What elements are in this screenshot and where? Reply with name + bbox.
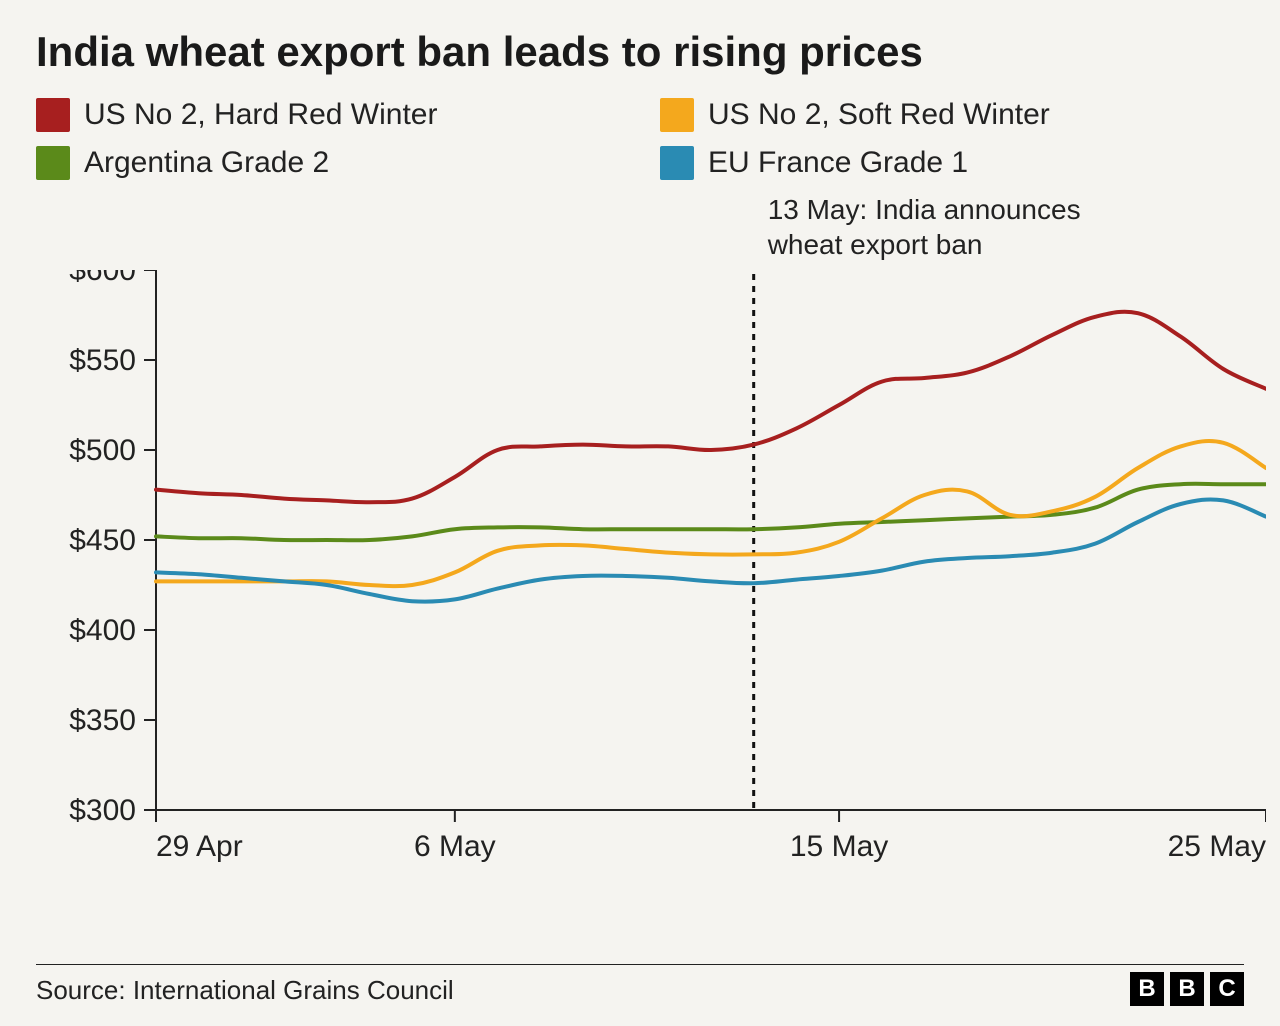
series-eu_france [156,500,1266,602]
legend-label: EU France Grade 1 [708,146,968,180]
annotation-line2: wheat export ban [768,229,983,260]
legend-label: US No 2, Soft Red Winter [708,98,1050,132]
legend-label: Argentina Grade 2 [84,146,329,180]
line-chart: $300 $350 $400 $450 $500 $550 $600 29 Apr 6 May 1… [36,270,1266,890]
svg-text:15 May: 15 May [790,830,888,863]
bbc-block: B [1130,972,1164,1006]
bbc-block: B [1170,972,1204,1006]
legend-swatch [36,98,70,132]
svg-text:$550: $550 [69,344,136,377]
svg-text:$350: $350 [69,704,136,737]
annotation-line1: 13 May: India announces [768,194,1081,225]
legend: US No 2, Hard Red Winter US No 2, Soft R… [36,98,1244,180]
legend-label: US No 2, Hard Red Winter [84,98,437,132]
chart-area: 13 May: India announces wheat export ban… [36,270,1244,895]
legend-item: US No 2, Hard Red Winter [36,98,620,132]
svg-text:6 May: 6 May [414,830,496,863]
svg-text:$400: $400 [69,614,136,647]
source-text: Source: International Grains Council [36,975,454,1005]
legend-item: Argentina Grade 2 [36,146,620,180]
legend-item: EU France Grade 1 [660,146,1244,180]
svg-text:$450: $450 [69,524,136,557]
svg-text:$500: $500 [69,434,136,467]
bbc-block: C [1210,972,1244,1006]
svg-text:$600: $600 [69,270,136,287]
chart-title: India wheat export ban leads to rising p… [36,28,1244,76]
svg-text:25 May: 25 May [1168,830,1266,863]
legend-item: US No 2, Soft Red Winter [660,98,1244,132]
legend-swatch [36,146,70,180]
event-annotation: 13 May: India announces wheat export ban [768,192,1081,262]
series-us_hard [156,312,1266,503]
chart-card: India wheat export ban leads to rising p… [0,0,1280,1026]
legend-swatch [660,146,694,180]
chart-footer: Source: International Grains Council B B… [36,964,1244,1006]
legend-swatch [660,98,694,132]
series-us_soft [156,441,1266,586]
svg-text:$300: $300 [69,794,136,827]
bbc-logo: B B C [1130,972,1244,1006]
footer-rule [36,964,1244,965]
svg-text:29 Apr: 29 Apr [156,830,243,863]
